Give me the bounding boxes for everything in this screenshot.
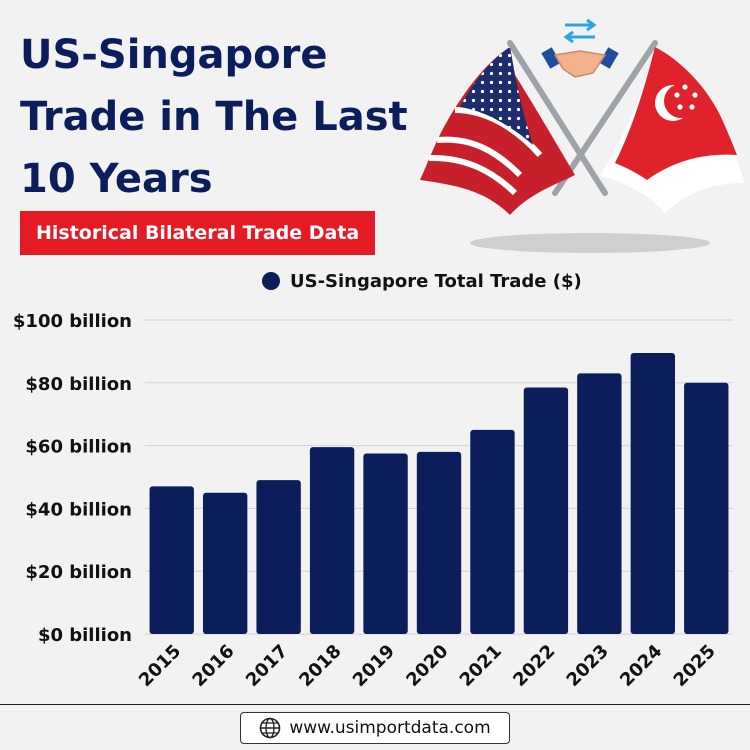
bar xyxy=(256,480,301,634)
bar xyxy=(149,486,194,634)
x-tick-label: 2020 xyxy=(402,641,452,691)
y-tick-label: $100 billion xyxy=(13,311,132,332)
x-tick-label: 2016 xyxy=(188,641,238,691)
x-tick-label: 2022 xyxy=(509,641,559,691)
footer-divider xyxy=(0,704,750,705)
handshake-icon xyxy=(541,18,619,78)
bar xyxy=(416,451,462,634)
website-badge[interactable]: www.usimportdata.com xyxy=(240,712,510,744)
bar xyxy=(309,447,355,634)
x-tick-label: 2015 xyxy=(135,641,185,691)
bar xyxy=(684,382,729,634)
title-line-3: 10 Years xyxy=(20,156,213,202)
bar xyxy=(630,352,676,634)
x-tick-label: 2023 xyxy=(563,641,613,691)
x-tick-label: 2025 xyxy=(670,641,720,691)
bar xyxy=(470,429,515,634)
y-tick-label: $0 billion xyxy=(38,625,132,646)
bar xyxy=(577,373,622,634)
subtitle-badge: Historical Bilateral Trade Data xyxy=(20,211,376,255)
y-tick-label: $20 billion xyxy=(25,562,132,583)
x-tick-label: 2024 xyxy=(616,641,666,691)
x-tick-label: 2017 xyxy=(242,641,292,691)
y-tick-label: $60 billion xyxy=(25,437,132,458)
page-title: US-Singapore Trade in The Last 10 Years xyxy=(20,24,460,210)
bar xyxy=(523,387,569,634)
x-tick-label: 2018 xyxy=(295,641,345,691)
us-singapore-flags-icon xyxy=(420,18,745,253)
bar-chart: $0 billion $20 billion $40 billion $60 bill… xyxy=(13,311,733,691)
bar xyxy=(202,492,248,634)
x-tick-label: 2019 xyxy=(349,641,399,691)
x-tick-label: 2021 xyxy=(456,641,506,691)
bar xyxy=(363,453,408,634)
chart-legend: US-Singapore Total Trade ($) xyxy=(262,266,582,296)
website-url: www.usimportdata.com xyxy=(289,718,491,738)
y-tick-label: $40 billion xyxy=(25,499,132,520)
legend-label: US-Singapore Total Trade ($) xyxy=(290,270,582,292)
title-line-1: US-Singapore xyxy=(20,32,328,78)
title-line-2: Trade in The Last xyxy=(20,94,408,140)
legend-marker xyxy=(262,272,280,290)
y-tick-label: $80 billion xyxy=(25,374,132,395)
globe-icon xyxy=(260,717,281,739)
